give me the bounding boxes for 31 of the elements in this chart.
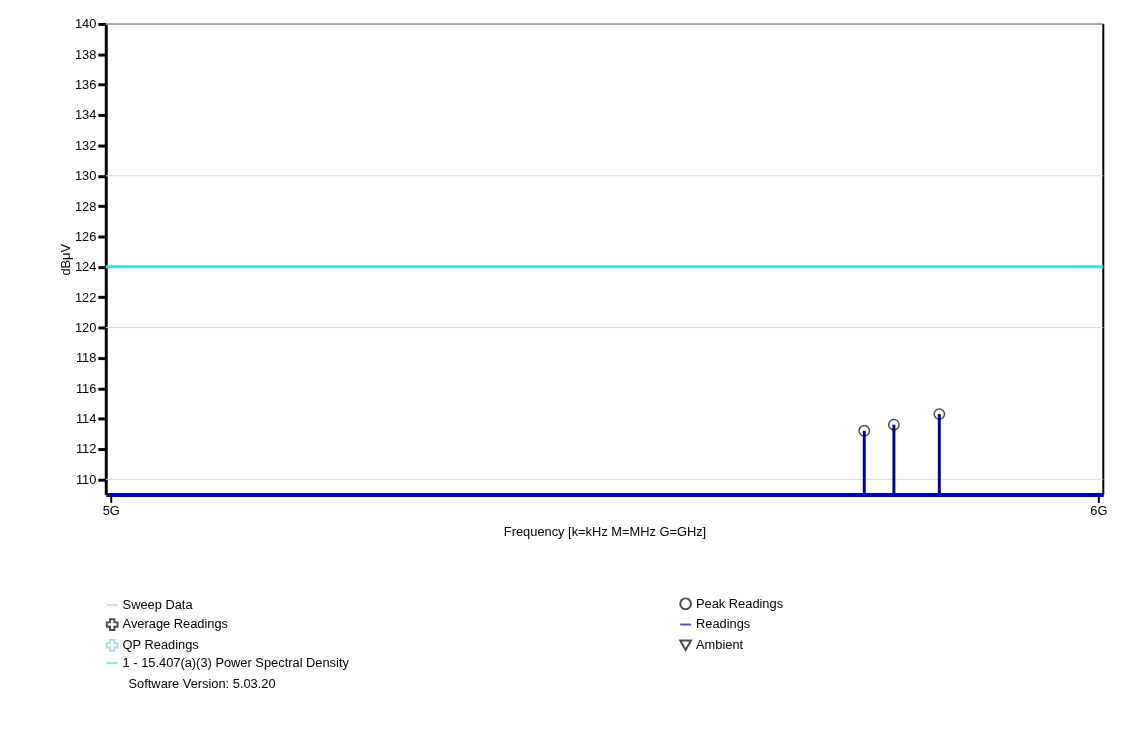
- legend-label: 1 - 15.407(a)(3) Power Spectral Density: [122, 655, 350, 671]
- y-tick-label: 140: [74, 16, 97, 32]
- y-axis-title: dBμV: [58, 243, 73, 276]
- y-tick-label: 114: [75, 411, 97, 427]
- y-tick-label: 120: [74, 320, 97, 336]
- y-tick-label: 110: [75, 471, 97, 487]
- x-axis-title: Frequency [k=kHz M=MHz G=GHz]: [503, 523, 707, 539]
- legend-label: Average Readings: [122, 616, 229, 632]
- x-tick-label: 5G: [102, 502, 120, 518]
- x-tick-label: 6G: [1090, 502, 1108, 518]
- legend-label: Peak Readings: [695, 595, 784, 611]
- legend-label: Readings: [695, 616, 751, 632]
- y-tick-label: 136: [74, 77, 97, 93]
- y-tick-label: 130: [74, 168, 97, 184]
- y-tick-label: 118: [75, 350, 97, 366]
- y-tick-label: 124: [74, 259, 97, 275]
- point: [858, 424, 871, 437]
- y-tick-label: 128: [74, 198, 97, 214]
- y-tick-label: 138: [74, 46, 97, 62]
- y-tick-label: 112: [75, 441, 97, 457]
- point: [933, 408, 946, 420]
- text: Software Version: 5.03.20: [128, 676, 276, 692]
- y-tick-label: 132: [74, 137, 97, 153]
- legend-label: Ambient: [695, 637, 744, 653]
- legend-label: Sweep Data: [122, 596, 194, 612]
- point: [887, 418, 900, 431]
- y-tick-label: 116: [75, 380, 97, 396]
- y-tick-label: 134: [74, 107, 97, 123]
- y-tick-label: 126: [74, 228, 97, 244]
- legend-label: QP Readings: [122, 637, 199, 653]
- y-tick-label: 122: [74, 289, 97, 305]
